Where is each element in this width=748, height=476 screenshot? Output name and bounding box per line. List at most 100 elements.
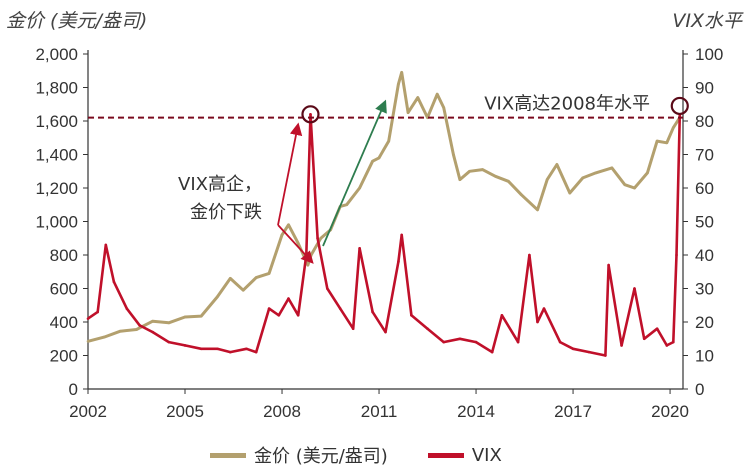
x-tick-label: 2020 (651, 402, 689, 421)
annotation-text-line: 金价下跌 (190, 202, 262, 223)
gold-price-point (397, 82, 400, 86)
gold-price-point (309, 253, 313, 257)
gold-price-point (216, 295, 219, 299)
gold-price-point (86, 339, 90, 343)
right-tick-label: 30 (695, 280, 714, 299)
vix-point (675, 253, 678, 257)
vix-point (558, 340, 562, 344)
vix-point (267, 307, 271, 310)
right-tick-label: 60 (695, 179, 714, 198)
gold-price-point (435, 92, 439, 96)
vix-point (633, 287, 636, 290)
gold-price-point (319, 236, 323, 240)
vix-point (536, 320, 539, 324)
x-tick-label: 2002 (69, 402, 107, 421)
left-tick-label: 1,400 (35, 146, 78, 165)
right-tick-label: 40 (695, 246, 714, 265)
vix-point (384, 330, 387, 334)
vix-point (607, 263, 610, 267)
gold-price-point (345, 203, 348, 207)
annotation-text-line: VIX高企， (178, 174, 262, 195)
legend-item-vix: VIX (427, 445, 502, 466)
gold-price-point (254, 276, 258, 279)
gold-price-point (520, 193, 523, 196)
gold-price-point (581, 176, 585, 180)
gold-price-point (199, 314, 203, 318)
gold-price-point (183, 315, 187, 319)
gold-price-point (555, 163, 559, 166)
vix-point (151, 330, 154, 334)
gold-price-point (594, 171, 597, 175)
vix-point (138, 324, 142, 327)
vix-point (338, 307, 342, 310)
right-tick-label: 70 (695, 146, 714, 165)
vix-point (671, 340, 675, 344)
gold-price-point (406, 111, 410, 114)
gold-price-point (241, 288, 245, 292)
legend-swatch-vix (427, 452, 464, 458)
vix-point (96, 310, 100, 314)
vix-point (442, 340, 446, 344)
vix-point (351, 327, 355, 331)
vix-point (642, 337, 646, 341)
gold-price-point (387, 139, 391, 143)
vix-point (458, 337, 462, 341)
right-tick-label: 10 (695, 347, 714, 366)
vix-point (104, 243, 108, 247)
gold-price-point (400, 71, 403, 74)
vix-point (571, 347, 575, 351)
left-tick-label: 1,200 (35, 179, 78, 198)
vix-point (183, 344, 187, 347)
gold-price-point (633, 186, 636, 190)
annotation-arrow-up (277, 122, 303, 226)
legend-item-gold: 金价 (美元/盎司) (210, 442, 388, 468)
gold-price-point (151, 319, 154, 323)
gold-price-point (119, 329, 122, 333)
right-tick-label: 50 (695, 213, 714, 232)
vix-point (309, 113, 312, 116)
vix-point (500, 314, 504, 317)
gold-price-point (102, 335, 106, 339)
vix-point (604, 354, 607, 357)
gold-rally-arrow (322, 99, 387, 247)
vix-point (620, 344, 623, 347)
left-tick-label: 1,800 (35, 79, 78, 98)
vix-point (125, 307, 129, 310)
vix-point (216, 347, 219, 351)
vix-point (245, 347, 248, 351)
right-tick-label: 0 (695, 380, 704, 399)
gold-price-point (287, 223, 290, 227)
gold-price-point (371, 159, 374, 163)
vix-point (400, 233, 403, 237)
right-tick-label: 90 (695, 79, 714, 98)
vix-point (199, 347, 203, 351)
gold-price-point (671, 126, 675, 129)
gold-price-point (442, 106, 446, 109)
left-tick-label: 2,000 (35, 45, 78, 64)
right-tick-label: 20 (695, 313, 714, 332)
gold-price-point (507, 180, 510, 183)
vix-point (112, 280, 116, 284)
vix-point (167, 340, 171, 344)
vix-point (426, 327, 429, 331)
vix-point (665, 344, 669, 347)
gold-price-point (228, 277, 232, 280)
x-tick-label: 2017 (554, 402, 592, 421)
x-tick-label: 2008 (263, 402, 301, 421)
right-tick-label: 80 (695, 112, 714, 131)
gold-price-point (280, 233, 284, 237)
vix-point (410, 314, 413, 317)
left-tick-label: 800 (50, 246, 78, 265)
gold-price-point (610, 166, 614, 170)
gold-price-point (468, 169, 471, 173)
gold-price-point (452, 153, 455, 156)
vix-point (516, 340, 520, 344)
gold-price-line (87, 70, 682, 343)
vix-point (528, 253, 531, 257)
left-tick-label: 600 (50, 280, 78, 299)
gold-price-point (358, 186, 361, 190)
vix-point (296, 314, 300, 317)
gold-price-point (458, 178, 462, 181)
left-tick-label: 200 (50, 347, 78, 366)
vix-point (228, 350, 232, 354)
